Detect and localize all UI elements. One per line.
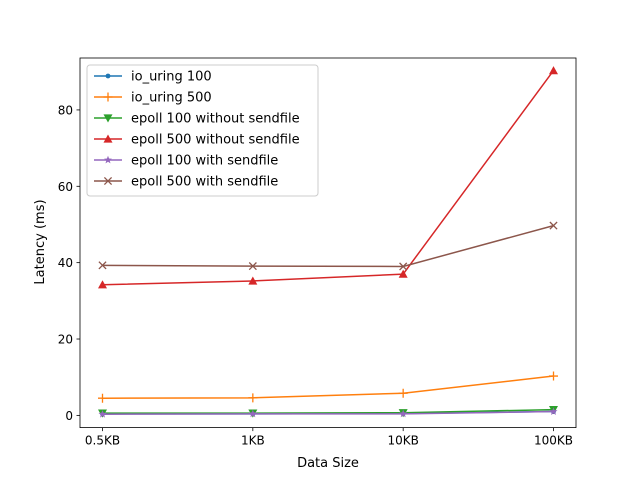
y-axis-label: Latency (ms) bbox=[33, 199, 48, 284]
legend-marker bbox=[104, 155, 112, 164]
data-point bbox=[98, 280, 107, 289]
series-5 bbox=[98, 407, 558, 418]
y-tick-label: 20 bbox=[58, 333, 73, 347]
legend-marker bbox=[103, 176, 113, 186]
series-line bbox=[102, 410, 554, 415]
series-line bbox=[102, 70, 555, 286]
legend-marker bbox=[103, 92, 113, 102]
legend: io_uring 100 io_uring 500 epoll 100 withou… bbox=[86, 64, 319, 197]
axes-frame bbox=[79, 57, 577, 429]
legend-label: epoll 500 without sendfile bbox=[131, 133, 300, 148]
y-axis: 0 20 40 60 80 bbox=[58, 103, 80, 423]
x-tick-label: 0.5KB bbox=[85, 434, 120, 448]
legend-label: epoll 100 without sendfile bbox=[131, 112, 300, 127]
series-line bbox=[102, 224, 554, 268]
legend-item: io_uring 100 bbox=[94, 70, 212, 85]
legend-item: epoll 500 without sendfile bbox=[94, 133, 300, 148]
data-point bbox=[98, 410, 107, 418]
data-point bbox=[549, 221, 558, 230]
legend-marker bbox=[105, 73, 111, 79]
data-point bbox=[98, 261, 107, 270]
series-line bbox=[102, 408, 554, 414]
legend-marker bbox=[103, 114, 113, 123]
y-tick-label: 0 bbox=[65, 409, 73, 423]
y-tick-label: 60 bbox=[58, 180, 73, 194]
data-point bbox=[248, 262, 257, 271]
x-axis-label: Data Size bbox=[297, 456, 359, 471]
plot-area bbox=[98, 66, 558, 418]
data-point bbox=[398, 388, 408, 398]
legend-label: epoll 500 with sendfile bbox=[131, 175, 278, 190]
series-2 bbox=[98, 371, 558, 403]
y-tick-label: 80 bbox=[58, 103, 73, 117]
legend-item: io_uring 500 bbox=[94, 91, 212, 106]
data-point bbox=[98, 393, 107, 403]
legend-item: epoll 100 with sendfile bbox=[94, 154, 278, 169]
x-axis: 0.5KB 1KB 10KB 100KB bbox=[85, 427, 573, 448]
data-point bbox=[248, 393, 258, 403]
data-point bbox=[549, 66, 558, 75]
x-tick-label: 10KB bbox=[387, 434, 418, 448]
x-tick-label: 1KB bbox=[241, 434, 265, 448]
series-6 bbox=[98, 221, 558, 271]
data-point bbox=[248, 276, 258, 285]
legend-label: io_uring 100 bbox=[131, 70, 212, 85]
legend-marker bbox=[103, 134, 113, 143]
legend-label: io_uring 500 bbox=[131, 91, 212, 106]
data-point bbox=[248, 409, 257, 418]
data-point bbox=[399, 409, 408, 418]
legend-label: epoll 100 with sendfile bbox=[131, 154, 278, 169]
y-tick-label: 40 bbox=[58, 256, 73, 270]
series-4 bbox=[98, 66, 558, 289]
legend-box bbox=[86, 64, 319, 197]
legend-item: epoll 100 without sendfile bbox=[94, 112, 300, 127]
data-point bbox=[549, 407, 558, 415]
data-point bbox=[398, 269, 408, 278]
x-tick-label: 100KB bbox=[534, 434, 573, 448]
data-point bbox=[549, 371, 558, 381]
legend-item: epoll 500 with sendfile bbox=[94, 175, 278, 190]
data-point bbox=[399, 262, 408, 271]
series-line bbox=[102, 375, 554, 399]
